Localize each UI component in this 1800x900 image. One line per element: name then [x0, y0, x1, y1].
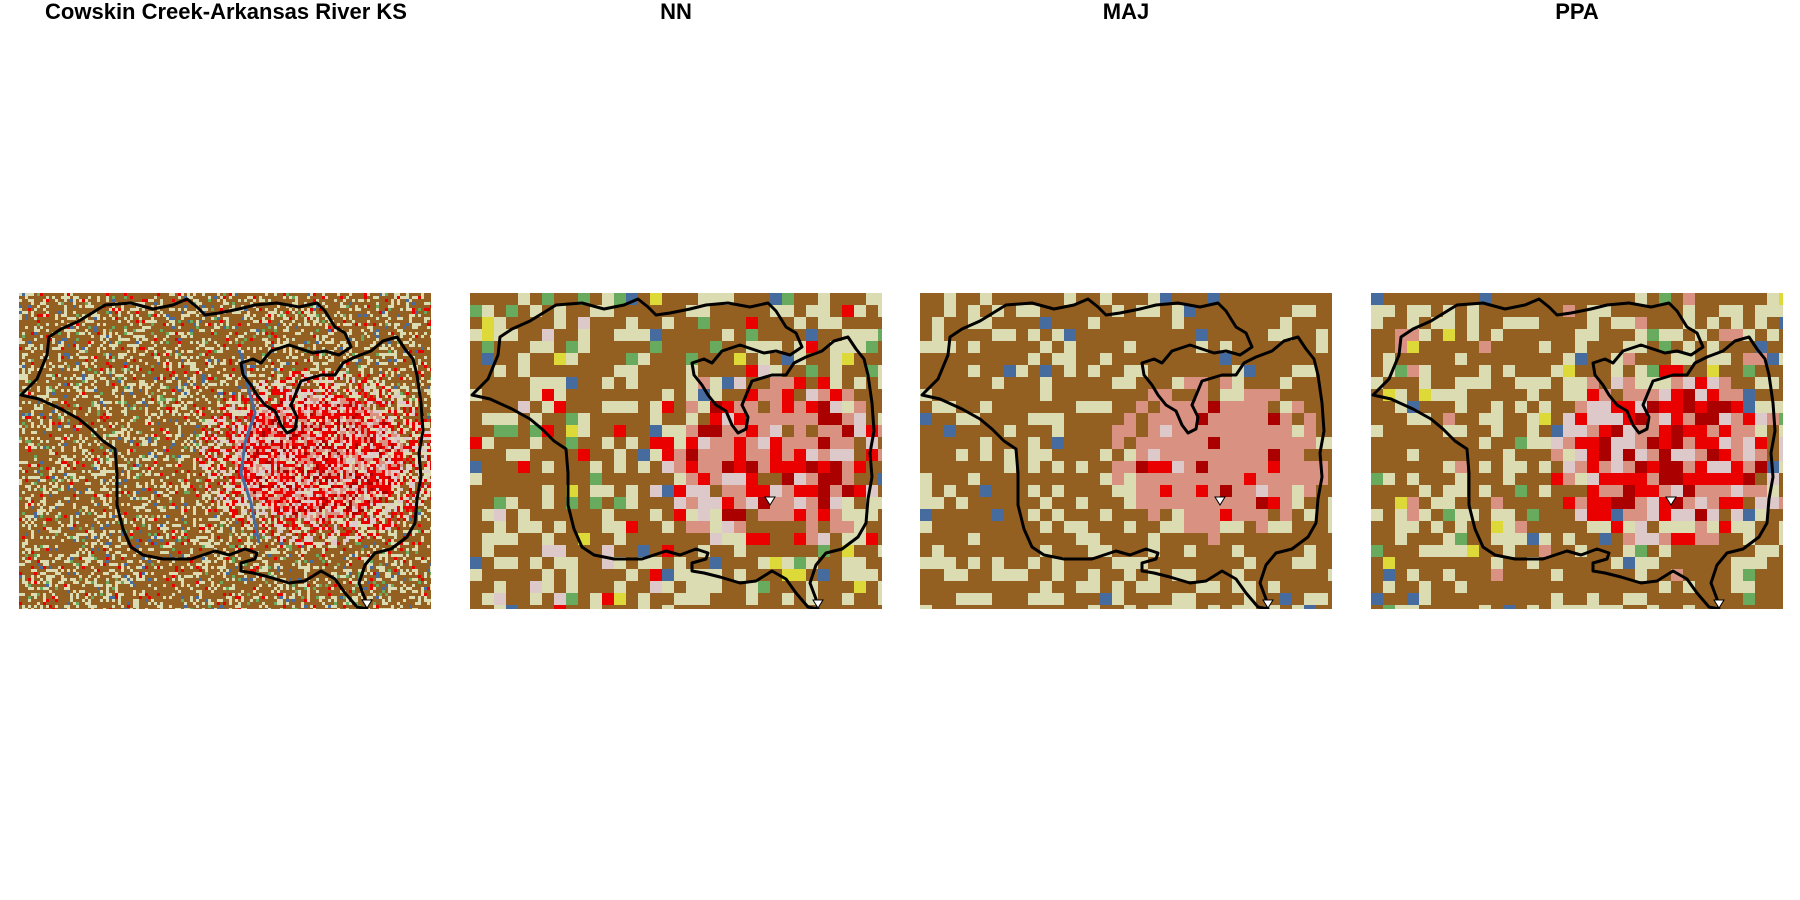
map-ppa — [1371, 293, 1783, 609]
map-original — [19, 293, 431, 609]
title-original: Cowskin Creek-Arkansas River KS — [45, 0, 407, 24]
river-line — [239, 352, 261, 544]
title-maj: MAJ — [1102, 0, 1150, 24]
title-nn: NN — [660, 0, 692, 24]
landcover-raster — [1371, 293, 1783, 609]
outlet-marker — [812, 599, 824, 609]
watershed-boundary — [19, 297, 425, 609]
gauge-marker — [1214, 496, 1226, 506]
outlet-marker — [361, 599, 373, 609]
map-nn — [470, 293, 882, 609]
outlet-marker — [1713, 599, 1725, 609]
watershed-boundary — [470, 297, 876, 609]
landcover-raster — [920, 293, 1332, 609]
gauge-marker — [764, 496, 776, 506]
watershed-boundary — [920, 297, 1326, 609]
title-ppa: PPA — [1555, 0, 1599, 24]
outlet-marker — [1262, 599, 1274, 609]
watershed-boundary — [1371, 297, 1777, 609]
map-maj — [920, 293, 1332, 609]
gauge-marker — [1665, 496, 1677, 506]
